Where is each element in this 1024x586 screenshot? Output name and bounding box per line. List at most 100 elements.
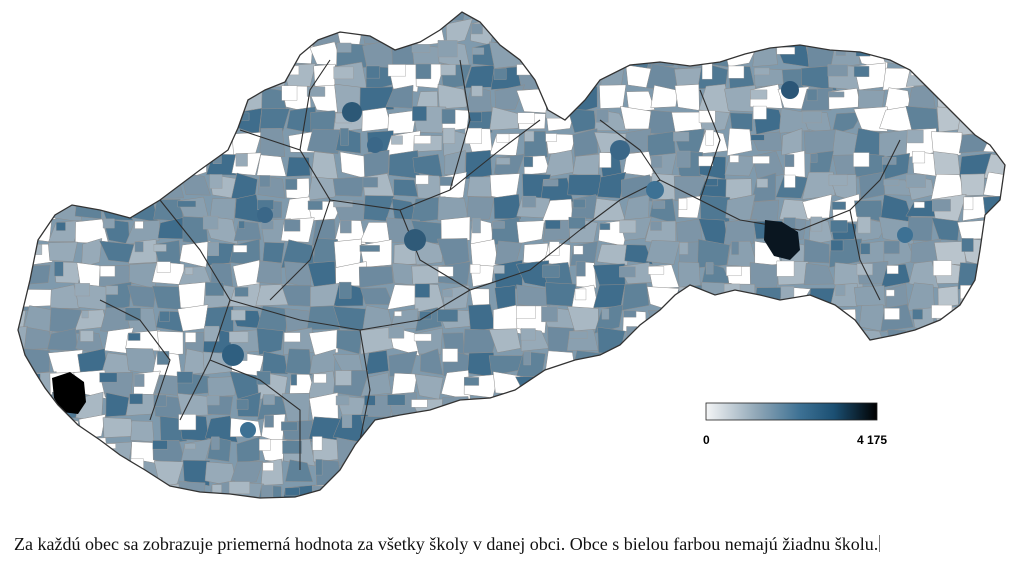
municipality-cell: [546, 84, 574, 114]
municipality-cell: [50, 87, 82, 112]
municipality-cell: [777, 377, 793, 386]
municipality-cell: [987, 464, 1001, 475]
municipality-cell: [1012, 135, 1024, 141]
municipality-cell: [1013, 460, 1024, 473]
municipality-cell: [284, 332, 301, 343]
municipality-cell: [938, 460, 965, 482]
municipality-cell: [599, 84, 627, 109]
municipality-cell: [101, 21, 134, 46]
municipality-cell: [959, 61, 992, 88]
municipality-cell: [176, 371, 193, 384]
municipality-cell: [362, 437, 394, 465]
municipality-cell: [24, 64, 57, 86]
municipality-cell: [680, 421, 691, 430]
municipality-cell: [567, 174, 603, 197]
municipality-cell: [130, 420, 155, 443]
municipality-cell: [752, 156, 770, 164]
municipality-cell: [594, 392, 627, 418]
municipality-cell: [983, 414, 1005, 439]
municipality-cell: [212, 484, 222, 498]
municipality-cell: [126, 174, 156, 201]
municipality-cell: [887, 464, 900, 473]
municipality-cell: [336, 329, 363, 355]
municipality-cell: [806, 88, 818, 102]
municipality-cell: [651, 326, 676, 350]
municipality-cell: [935, 326, 967, 355]
municipality-cell: [907, 129, 924, 144]
municipality-cell: [723, 417, 754, 439]
municipality-cell: [307, 12, 341, 26]
municipality-cell: [257, 199, 274, 210]
municipality-cell: [697, 482, 731, 498]
municipality-cell: [782, 461, 794, 476]
municipality-cell: [286, 156, 311, 177]
municipality-cell: [958, 480, 994, 498]
municipality-cell: [1014, 243, 1024, 263]
municipality-cell: [547, 63, 562, 79]
municipality-cell: [934, 484, 964, 498]
municipality-cell: [600, 392, 614, 406]
municipality-cell: [983, 285, 1005, 312]
hotspot-presov: [781, 81, 799, 99]
municipality-cell: [725, 504, 754, 515]
municipality-cell: [991, 133, 1001, 143]
municipality-cell: [1011, 395, 1024, 421]
municipality-cell: [985, 240, 1005, 266]
municipality-cell: [569, 441, 600, 462]
municipality-cell: [650, 155, 663, 169]
municipality-cell: [336, 437, 364, 467]
municipality-cell: [594, 12, 628, 26]
municipality-cell: [257, 508, 287, 515]
municipality-cell: [775, 12, 809, 24]
municipality-cell: [546, 505, 575, 515]
municipality-cell: [652, 200, 666, 209]
municipality-cell: [573, 89, 586, 98]
municipality-cell: [750, 12, 785, 24]
municipality-cell: [1010, 200, 1024, 209]
municipality-cell: [808, 461, 821, 471]
municipality-cell: [361, 107, 392, 132]
municipality-cell: [341, 414, 353, 428]
municipality-cell: [731, 241, 740, 256]
municipality-cell: [316, 508, 337, 515]
municipality-cell: [908, 260, 939, 289]
municipality-cell: [1011, 157, 1024, 177]
municipality-cell: [284, 504, 316, 515]
hotspot-nitra: [222, 344, 244, 366]
municipality-cell: [931, 217, 960, 241]
municipality-cell: [471, 23, 483, 35]
municipality-cell: [468, 111, 482, 123]
municipality-cell: [1012, 283, 1024, 308]
municipality-cell: [338, 506, 365, 515]
municipality-cell: [285, 459, 314, 482]
municipality-cell: [390, 442, 420, 462]
municipality-cell: [783, 481, 810, 498]
municipality-cell: [263, 394, 275, 405]
municipality-cell: [236, 436, 260, 464]
municipality-cell: [884, 464, 913, 484]
municipality-cell: [826, 18, 861, 46]
municipality-cell: [516, 220, 545, 244]
municipality-cell: [883, 240, 900, 255]
municipality-cell: [776, 47, 795, 55]
municipality-cell: [263, 65, 272, 76]
municipality-cell: [488, 328, 521, 353]
municipality-cell: [803, 306, 835, 334]
municipality-cell: [623, 370, 651, 397]
municipality-cell: [18, 194, 31, 222]
municipality-cell: [471, 85, 483, 97]
hotspot-poprad: [610, 140, 630, 160]
municipality-cell: [778, 328, 809, 355]
municipality-cell: [133, 373, 145, 387]
legend: [705, 402, 878, 421]
municipality-cell: [468, 304, 496, 332]
municipality-cell: [25, 43, 56, 70]
municipality-cell: [282, 440, 303, 454]
municipality-cell: [22, 264, 51, 285]
municipality-cell: [25, 45, 38, 57]
municipality-cell: [98, 85, 133, 114]
municipality-cell: [53, 12, 83, 24]
municipality-cell: [515, 376, 546, 393]
municipality-cell: [623, 460, 654, 485]
municipality-cell: [439, 176, 453, 186]
